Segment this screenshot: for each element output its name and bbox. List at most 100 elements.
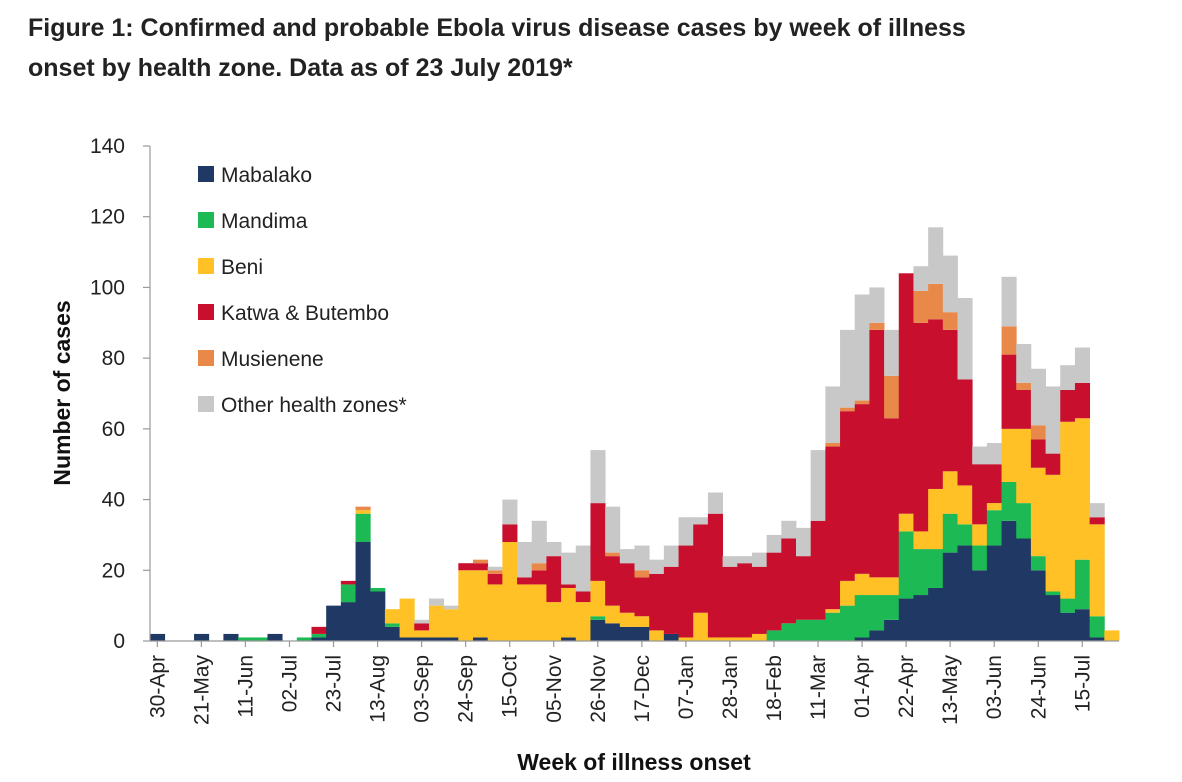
legend-label: Musienene: [221, 348, 324, 371]
bar-segment-week-13-series-1: [340, 584, 356, 603]
bar-segment-week-14-series-0: [355, 542, 371, 641]
bar-segment-week-58-series-3: [1001, 354, 1017, 429]
bar-segment-week-52-series-3: [913, 322, 929, 532]
bar-segment-week-43-series-1: [781, 623, 797, 641]
bar-segment-week-29-series-2: [575, 602, 591, 641]
bar-segment-week-33-series-5: [634, 545, 650, 571]
bar-segment-week-33-series-4: [634, 570, 650, 578]
bar-segment-week-14-series-2: [355, 510, 371, 514]
x-axis-label: Week of illness onset: [517, 749, 751, 775]
bar-segment-week-14-series-1: [355, 513, 371, 542]
bar-segment-week-20-series-2: [443, 609, 459, 638]
bar-segment-week-33-series-3: [634, 577, 650, 617]
bar-segment-week-24-series-2: [502, 542, 518, 641]
y-axis-label: Number of cases: [49, 300, 75, 485]
bars-group: [150, 227, 1120, 641]
bar-segment-week-54-series-1: [942, 513, 958, 553]
bar-segment-week-60-series-2: [1030, 467, 1046, 557]
bar-segment-week-40-series-2: [737, 637, 753, 641]
bar-segment-week-47-series-2: [840, 580, 856, 606]
bar-segment-week-32-series-5: [619, 549, 635, 564]
bar-segment-week-11-series-1: [311, 633, 327, 638]
bar-segment-week-48-series-3: [854, 404, 870, 574]
bar-segment-week-53-series-3: [928, 319, 944, 489]
bar-segment-week-56-series-2: [972, 524, 988, 546]
bar-segment-week-51-series-0: [898, 598, 914, 641]
bar-segment-week-18-series-0: [414, 637, 430, 641]
bar-segment-week-59-series-2: [1016, 428, 1032, 504]
legend-label: Mandima: [221, 210, 308, 233]
bar-segment-week-63-series-0: [1074, 609, 1091, 641]
bar-segment-week-27-series-2: [546, 602, 562, 641]
bar-segment-week-20-series-0: [443, 637, 459, 641]
bar-segment-week-31-series-5: [605, 506, 621, 553]
bar-segment-week-32-series-3: [619, 563, 635, 613]
bar-segment-week-48-series-2: [854, 573, 870, 596]
bar-segment-week-64-series-0: [1089, 637, 1105, 641]
legend-swatch: [198, 212, 214, 228]
bar-segment-week-7-series-1: [252, 637, 268, 641]
legend-label: Beni: [221, 256, 263, 279]
bar-segment-week-46-series-3: [825, 446, 841, 610]
bar-segment-week-61-series-5: [1045, 386, 1061, 454]
x-tick-label: 18-Feb: [763, 655, 786, 722]
bar-segment-week-22-series-0: [473, 637, 489, 641]
bar-segment-week-41-series-2: [751, 633, 768, 641]
bar-segment-week-42-series-1: [766, 630, 782, 641]
bar-segment-week-54-series-2: [942, 471, 958, 514]
bar-segment-week-31-series-4: [605, 552, 621, 557]
bar-segment-week-58-series-2: [1001, 428, 1017, 482]
bar-segment-week-55-series-3: [957, 379, 973, 486]
bar-segment-week-54-series-0: [942, 552, 958, 641]
bar-segment-week-42-series-3: [766, 552, 782, 631]
bar-segment-week-63-series-3: [1074, 382, 1091, 419]
x-tick-label: 05-Nov: [543, 655, 566, 723]
bar-segment-week-28-series-0: [561, 637, 577, 641]
x-tick-label: 01-Apr: [851, 655, 874, 718]
y-axis-ticks: 0 20 40 60 80 100 120 140: [90, 135, 150, 653]
bar-segment-week-53-series-4: [928, 283, 944, 320]
legend-swatch: [198, 166, 214, 182]
bar-segment-week-50-series-0: [884, 619, 900, 641]
bar-segment-week-38-series-5: [707, 492, 723, 514]
bar-segment-week-15-series-1: [370, 587, 386, 592]
bar-segment-week-56-series-3: [972, 464, 988, 525]
bar-segment-week-60-series-4: [1030, 425, 1046, 440]
bar-segment-week-26-series-4: [531, 563, 547, 571]
x-tick-label: 21-May: [190, 655, 213, 726]
bar-segment-week-19-series-0: [428, 637, 445, 641]
bar-segment-week-12-series-0: [326, 605, 342, 641]
bar-segment-week-48-series-1: [854, 595, 870, 638]
bar-segment-week-50-series-1: [884, 595, 900, 620]
bar-segment-week-22-series-3: [473, 563, 489, 571]
bar-segment-week-40-series-5: [737, 556, 753, 564]
x-tick-label: 26-Nov: [587, 655, 610, 723]
bar-segment-week-39-series-2: [722, 637, 738, 641]
bar-segment-week-50-series-4: [884, 375, 900, 419]
bar-segment-week-47-series-1: [840, 605, 856, 641]
legend-label: Other health zones*: [221, 394, 407, 417]
bar-segment-week-65-series-2: [1104, 630, 1120, 641]
bar-segment-week-25-series-3: [517, 577, 533, 585]
bar-segment-week-62-series-2: [1060, 421, 1076, 599]
bar-segment-week-58-series-1: [1001, 481, 1017, 521]
x-tick-label: 24-Sep: [455, 655, 478, 723]
bar-segment-week-29-series-5: [575, 545, 591, 592]
bar-segment-week-54-series-3: [942, 329, 958, 472]
bar-segment-week-36-series-2: [678, 637, 694, 641]
bar-segment-week-10-series-1: [296, 637, 312, 641]
bar-segment-week-57-series-5: [986, 443, 1002, 465]
bar-segment-week-44-series-1: [796, 619, 812, 641]
bar-segment-week-46-series-5: [825, 386, 841, 443]
bar-segment-week-61-series-2: [1045, 474, 1061, 592]
bar-segment-week-28-series-3: [561, 584, 577, 588]
bar-segment-week-57-series-0: [986, 545, 1002, 641]
bar-segment-week-23-series-4: [487, 570, 503, 574]
bar-segment-week-46-series-2: [825, 609, 841, 613]
bar-segment-week-30-series-0: [590, 619, 606, 641]
y-tick-label: 120: [90, 206, 125, 229]
figure-title-line-2: onset by health zone. Data as of 23 July…: [28, 54, 573, 82]
legend-label: Katwa & Butembo: [221, 302, 389, 325]
bar-segment-week-52-series-0: [913, 595, 929, 641]
bar-segment-week-61-series-0: [1045, 595, 1061, 641]
